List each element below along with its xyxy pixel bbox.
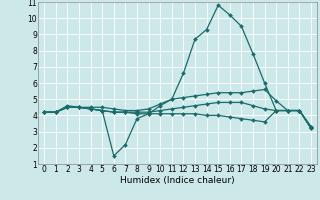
X-axis label: Humidex (Indice chaleur): Humidex (Indice chaleur) [120,176,235,185]
